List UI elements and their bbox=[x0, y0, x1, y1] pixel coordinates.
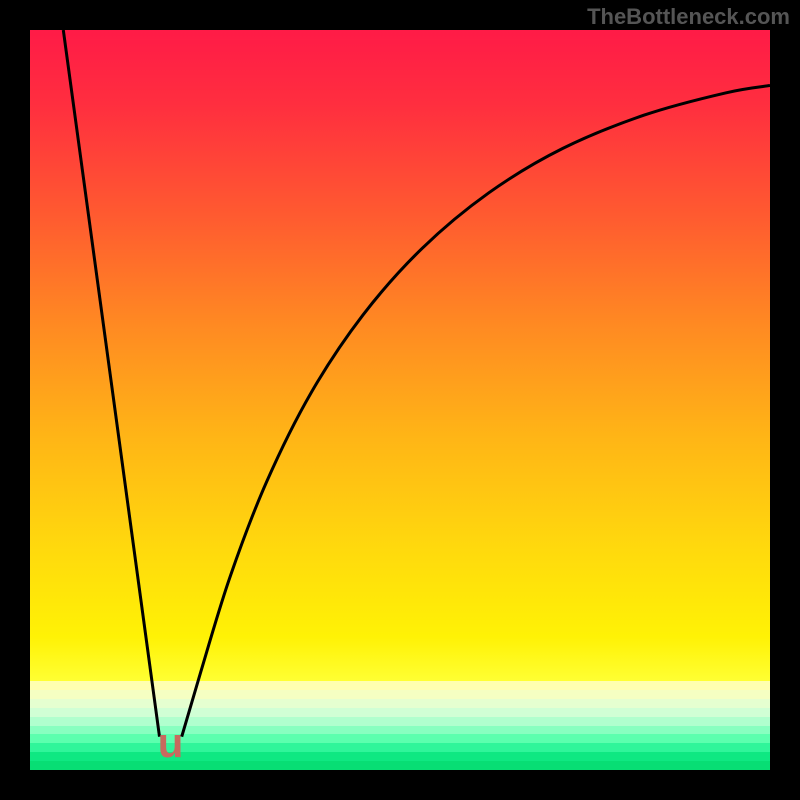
minimum-marker: u bbox=[158, 722, 184, 764]
left-curve bbox=[63, 30, 159, 737]
watermark-text: TheBottleneck.com bbox=[587, 4, 790, 30]
plot-area: u bbox=[30, 30, 770, 770]
right-curve bbox=[182, 86, 770, 737]
curve-overlay bbox=[30, 30, 770, 770]
